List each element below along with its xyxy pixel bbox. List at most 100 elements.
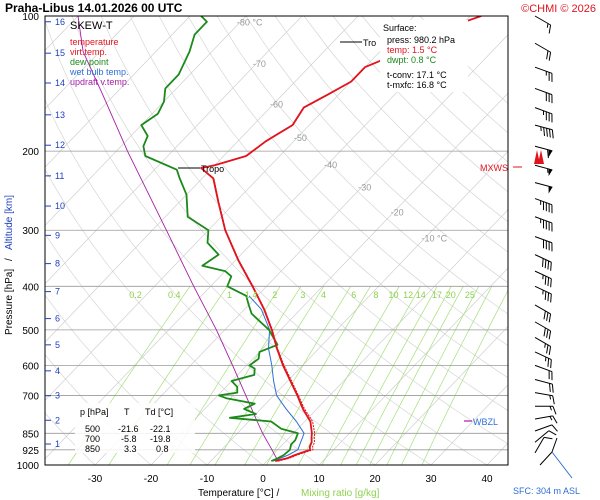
pressure-tick-label: 1000 [17, 461, 40, 472]
tropopause-upper-label: Tro [363, 38, 376, 48]
isotherm-label: -40 [324, 160, 337, 170]
dry-adiabat [158, 16, 508, 379]
isotherm-line [374, 325, 508, 465]
wind-barb-full [548, 370, 550, 380]
wind-barb-full [548, 203, 550, 213]
isotherm-line [150, 92, 508, 465]
altitude-tick-label: 5 [55, 340, 60, 350]
wind-barb [534, 364, 553, 381]
pressure-tick-label: 400 [22, 282, 39, 293]
isotherm-line [206, 150, 508, 465]
mixing-ratio-line [421, 289, 508, 465]
altitude-tick-label: 3 [55, 391, 60, 401]
table-row-700-t: -5.8 [121, 434, 137, 444]
mixing-ratio-label: 3 [300, 290, 305, 300]
wind-barb-full [546, 344, 549, 354]
wind-barb-half [540, 218, 542, 224]
isotherm-line [45, 16, 247, 226]
isotherm-line [430, 384, 508, 465]
isotherm-line [45, 16, 135, 110]
legend-title: SKEW-T [70, 20, 113, 32]
wind-barb-half [544, 343, 546, 348]
wind-barb [534, 254, 552, 271]
table-header-t: T [124, 407, 130, 417]
y-axis-label-separator: / [4, 258, 15, 261]
table-row-500-p: 500 [85, 424, 100, 434]
wind-barb [534, 182, 553, 194]
wind-barb-full [544, 276, 547, 285]
legend-item-dew-point: dew point [70, 57, 109, 67]
wind-barb-half [542, 274, 544, 280]
mixing-ratio-label: 17 [432, 290, 442, 300]
wind-barb-half [540, 200, 542, 205]
dry-adiabat [274, 16, 508, 253]
wind-barb-rotated [534, 254, 552, 271]
wind-barb-rotated [534, 392, 555, 405]
surface-heading: Surface: [383, 23, 417, 33]
wind-barb-full [548, 241, 550, 251]
wind-barb-staff [534, 145, 553, 152]
altitude-tick-label: 4 [55, 366, 60, 376]
surface-info-box: Surface: press: 980.2 hPa temp: 1.5 °C d… [380, 20, 468, 92]
legend-item-temperature: temperature [70, 37, 119, 47]
table-row-850-t: 3.3 [124, 444, 137, 454]
wind-barb [534, 216, 553, 232]
wind-barb-half [549, 416, 553, 421]
wind-barb-full [547, 292, 550, 302]
chart-title: Praha-Libus 14.01.2026 00 UTC [5, 1, 183, 15]
table-row-500-t: -21.6 [118, 424, 139, 434]
wind-barb-full [544, 291, 547, 300]
mixing-ratio-label: 12 [403, 290, 413, 300]
wind-barb-full [541, 258, 544, 267]
y-axis-label-altitude: Altitude [km] [4, 195, 15, 250]
wind-barb [534, 42, 552, 61]
wind-barb-full [551, 204, 553, 214]
wind-barb-full [547, 260, 550, 270]
updraft-line [77, 16, 279, 462]
sfc-label: SFC: 304 m ASL [513, 486, 580, 496]
wind-barb-full [552, 395, 555, 405]
wind-barb-full [548, 383, 551, 392]
wind-barb-full [551, 94, 553, 104]
table-header-p: p [hPa] [80, 407, 109, 417]
mixing-ratio-line [214, 286, 325, 465]
surface-temp: temp: 1.5 °C [387, 45, 438, 55]
dry-adiabat [303, 16, 508, 223]
wind-barb [534, 15, 552, 34]
surface-tconv: t-conv: 17.1 °C [387, 70, 447, 80]
wind-barb-staff [534, 182, 553, 188]
mixing-ratio-line [189, 286, 302, 465]
wind-barb-full [548, 221, 550, 231]
legend: SKEW-T temperature virt.temp. dew point … [69, 20, 129, 87]
wind-barb-full [551, 129, 554, 139]
wbzl-label: WBZL [473, 417, 498, 427]
level-table: p [hPa] T Td [°C] 500 -21.6 -22.1 700 -5… [75, 403, 195, 454]
wind-barb-staff [534, 437, 545, 454]
wind-barb-half [546, 23, 549, 28]
wind-barb [534, 87, 553, 104]
wind-barb-half [549, 406, 552, 411]
mxws-pennant [538, 150, 544, 164]
copyright-text: ©CHMI © 2026 [521, 3, 596, 15]
surface-press: press: 980.2 hPa [387, 35, 455, 45]
wind-barb-full [542, 201, 545, 211]
mixing-ratio-label: 0.4 [168, 290, 181, 300]
wind-barb-half [547, 168, 549, 173]
wind-barb-full [548, 430, 557, 436]
mixing-ratio-label: 1.4 [245, 290, 258, 300]
mixing-ratio-label: 2 [272, 290, 277, 300]
wind-barb-full [546, 128, 548, 137]
mixing-ratio-line [321, 286, 421, 465]
dry-adiabat [129, 16, 508, 411]
table-header-td: Td [°C] [145, 407, 173, 417]
altitude-tick-label: 13 [55, 110, 65, 120]
wind-barb-rotated [534, 107, 553, 123]
wind-barb-pennant [548, 186, 553, 194]
altitude-tick-label: 15 [55, 48, 65, 58]
wind-barb [534, 66, 553, 82]
pressure-tick-label: 100 [22, 12, 39, 23]
wind-barb-staff [534, 270, 552, 280]
wind-barb-half [542, 110, 544, 116]
wind-barb-rotated [534, 364, 553, 381]
temperature-tick-label: -10 [200, 474, 215, 485]
